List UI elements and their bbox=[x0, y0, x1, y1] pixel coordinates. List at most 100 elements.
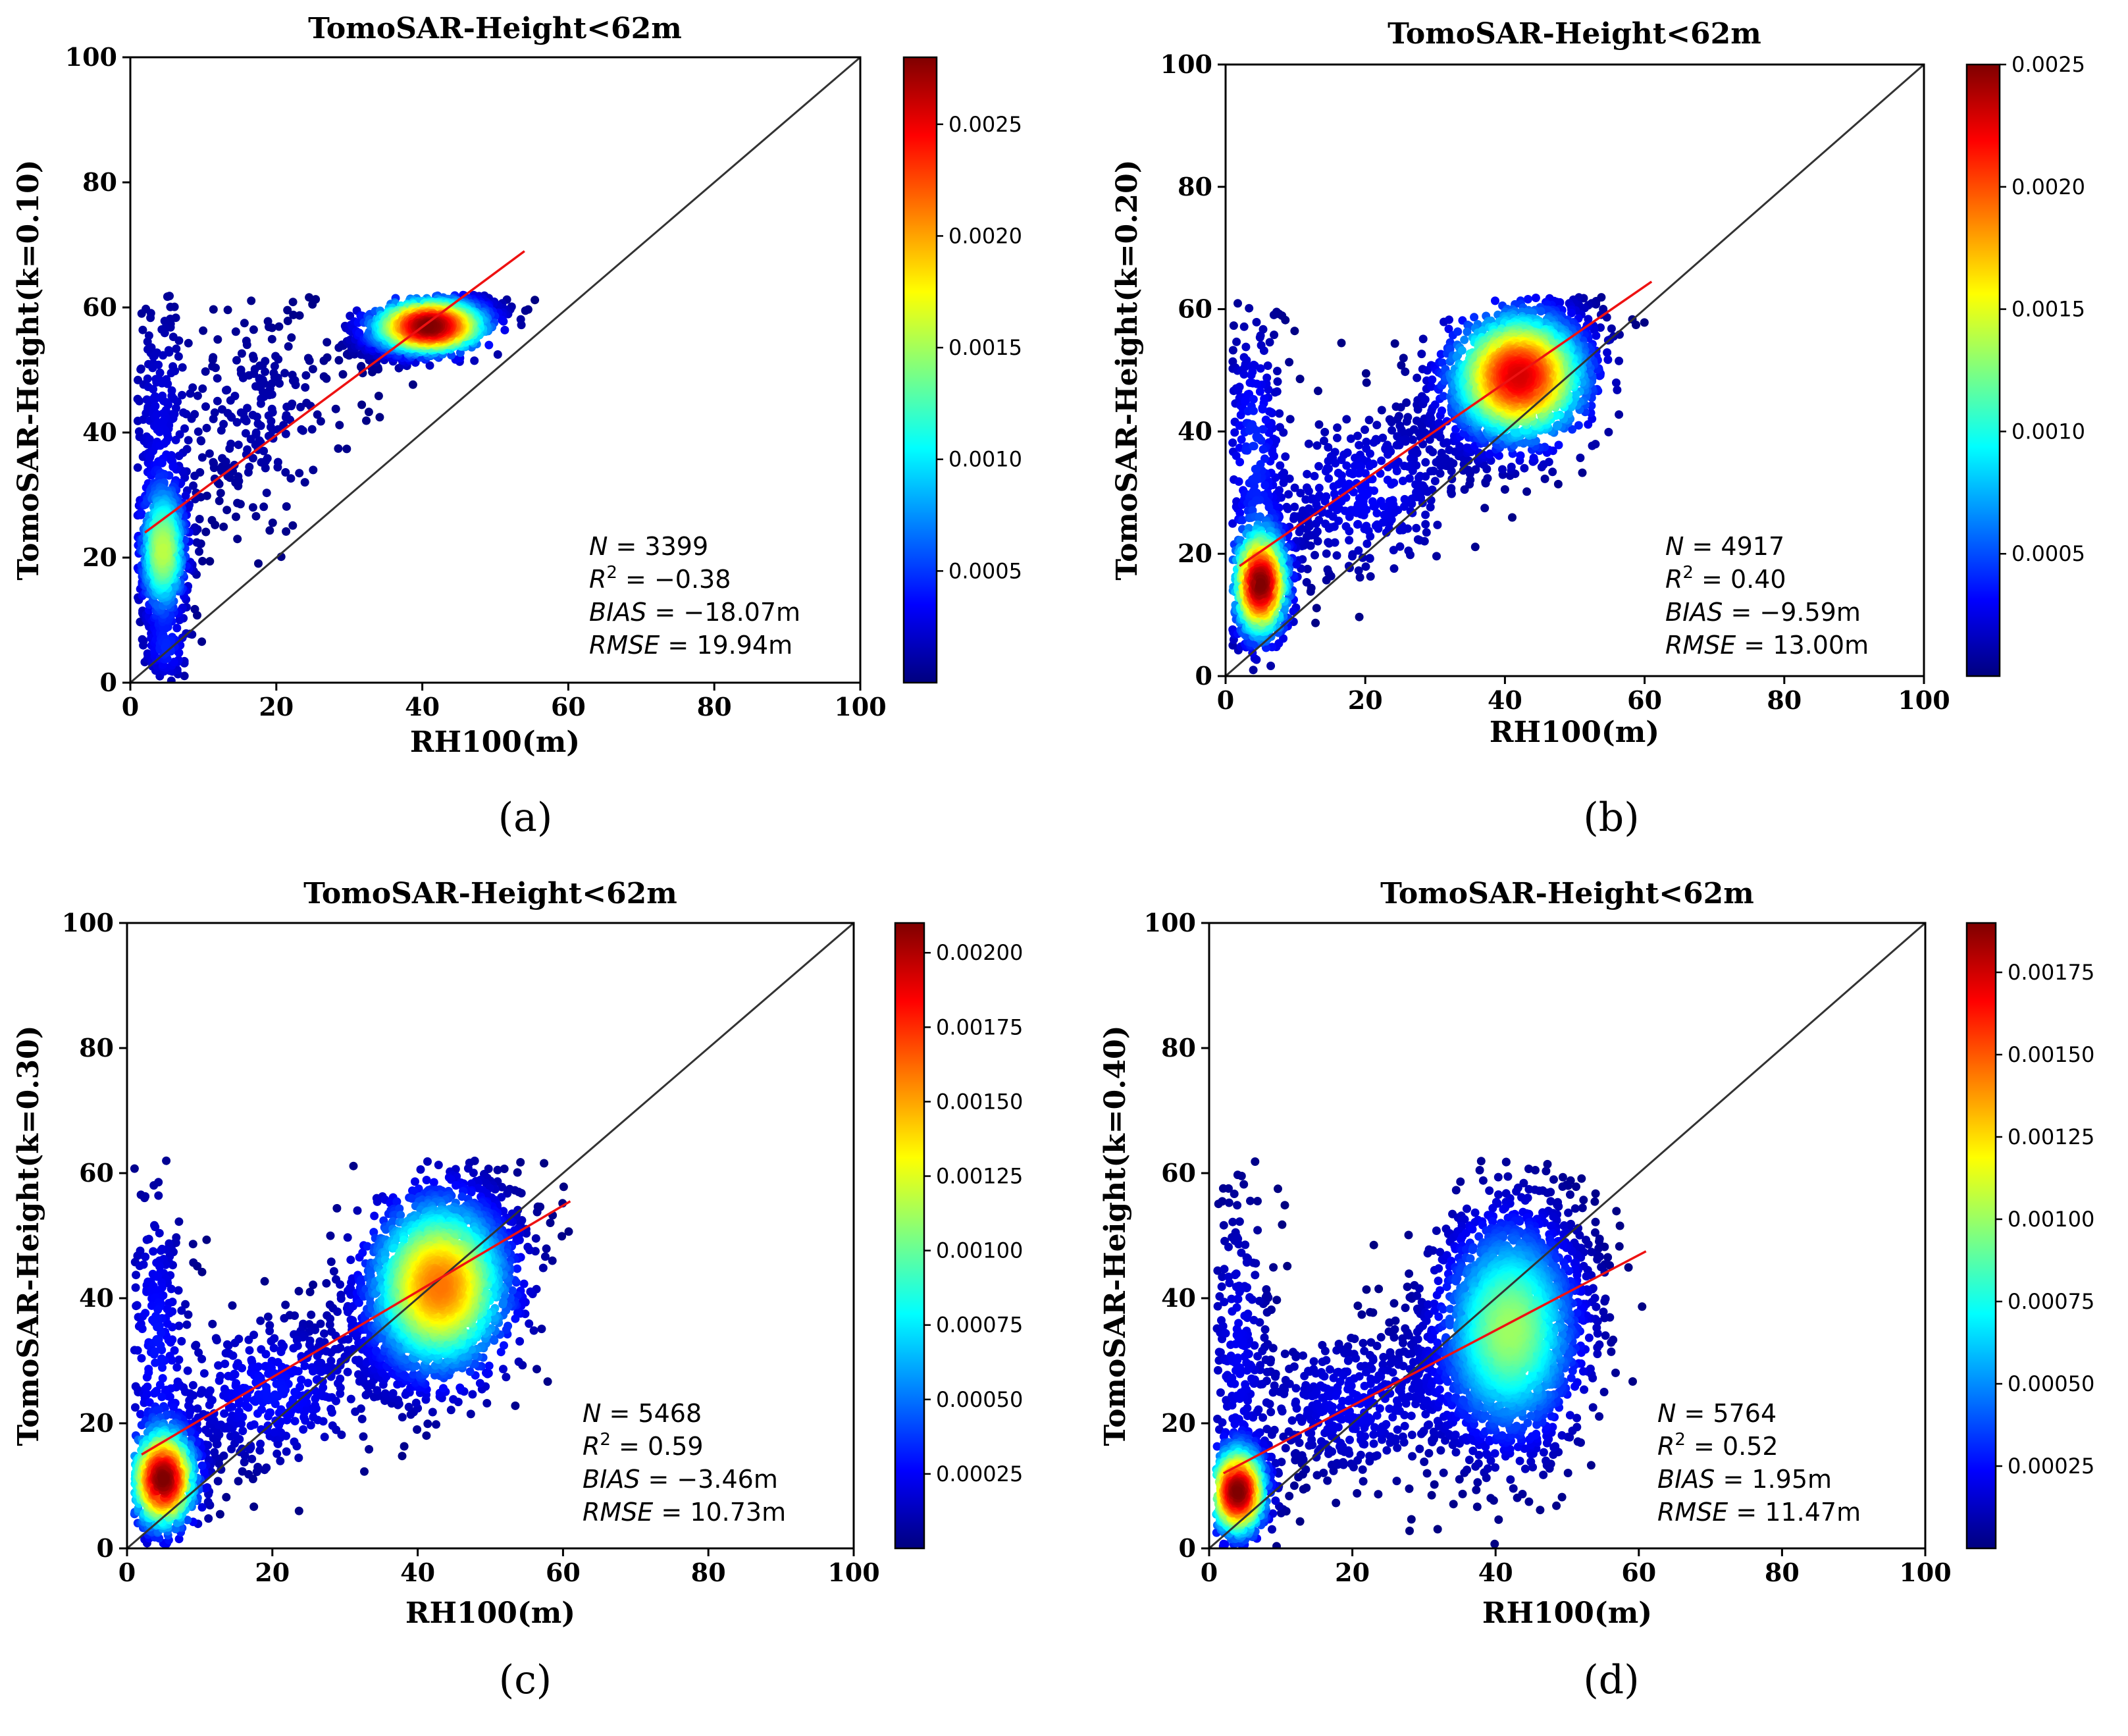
scatter-point bbox=[313, 410, 322, 419]
scatter-point bbox=[1397, 361, 1406, 370]
scatter-point bbox=[1383, 475, 1392, 485]
scatter-point bbox=[1324, 443, 1333, 452]
scatter-point bbox=[178, 390, 186, 400]
scatter-point bbox=[288, 521, 298, 530]
scatter-point bbox=[249, 354, 258, 363]
scatter-point bbox=[137, 509, 146, 518]
scatter-point bbox=[309, 465, 318, 475]
scatter-point bbox=[195, 547, 203, 556]
scatter-point bbox=[1366, 449, 1374, 458]
scatter-point bbox=[219, 522, 228, 531]
scatter-point bbox=[184, 504, 193, 512]
stat-r2: R2 = −0.38 bbox=[589, 563, 731, 594]
scatter-point bbox=[1332, 551, 1341, 560]
scatter-point bbox=[1411, 480, 1420, 489]
scatter-point bbox=[174, 352, 183, 361]
scatter-point bbox=[1304, 439, 1313, 448]
scatter-point bbox=[1245, 303, 1254, 313]
scatter-point bbox=[201, 527, 211, 537]
scatter-point bbox=[237, 349, 246, 358]
scatter-point bbox=[1255, 333, 1264, 342]
stat-rmse: RMSE = 19.94m bbox=[589, 631, 792, 660]
scatter-point bbox=[1290, 483, 1299, 492]
stat-n: N = 3399 bbox=[589, 532, 708, 561]
scatter-point bbox=[160, 329, 169, 338]
scatter-point bbox=[184, 436, 193, 445]
scatter-point bbox=[498, 315, 507, 325]
scatter-point bbox=[1433, 520, 1442, 529]
scatter-point bbox=[1346, 434, 1355, 443]
scatter-point bbox=[1413, 373, 1422, 382]
scatter-point bbox=[308, 300, 317, 309]
scatter-point bbox=[1355, 612, 1364, 621]
scatter-point bbox=[1389, 546, 1398, 555]
scatter-point bbox=[1324, 464, 1333, 473]
colorbar-tick-label: 0.0020 bbox=[948, 223, 1022, 248]
scatter-point bbox=[1362, 437, 1371, 446]
scatter-point bbox=[1313, 537, 1322, 546]
scatter-point bbox=[213, 374, 222, 383]
scatter-point bbox=[202, 423, 211, 433]
scatter-point bbox=[1270, 388, 1280, 397]
scatter-point bbox=[1372, 421, 1382, 430]
scatter-point bbox=[211, 363, 220, 373]
scatter-point bbox=[210, 408, 219, 417]
colorbar-tick-label: 0.0005 bbox=[948, 558, 1022, 583]
scatter-point bbox=[1355, 469, 1364, 478]
scatter-point bbox=[1408, 435, 1417, 444]
scatter-point bbox=[287, 333, 296, 342]
scatter-point bbox=[167, 369, 176, 378]
scatter-point bbox=[208, 355, 217, 364]
scatter-point bbox=[232, 355, 241, 365]
scatter-point bbox=[1250, 481, 1259, 490]
scatter-point bbox=[184, 338, 193, 348]
scatter-point bbox=[201, 367, 210, 376]
scatter-point bbox=[1478, 326, 1487, 335]
scatter-point bbox=[268, 518, 277, 527]
scatter-point bbox=[1263, 361, 1272, 370]
scatter-point bbox=[1442, 438, 1451, 447]
scatter-point bbox=[209, 458, 218, 467]
y-tick-label: 100 bbox=[65, 42, 117, 72]
scatter-point bbox=[1314, 420, 1324, 429]
scatter-point bbox=[1274, 639, 1284, 648]
scatter-point bbox=[1445, 315, 1453, 325]
scatter-point bbox=[243, 404, 252, 413]
scatter-point bbox=[1578, 468, 1587, 477]
scatter-point bbox=[251, 428, 261, 437]
scatter-point bbox=[1420, 395, 1430, 404]
scatter-point bbox=[1324, 538, 1333, 547]
scatter-point bbox=[186, 389, 195, 398]
scatter-point bbox=[408, 380, 417, 389]
plot-frame bbox=[129, 56, 862, 684]
scatter-point bbox=[198, 384, 207, 393]
scatter-point bbox=[1282, 502, 1291, 512]
scatter-point bbox=[1255, 387, 1264, 396]
scatter-point bbox=[1365, 461, 1374, 471]
scatter-point bbox=[323, 338, 332, 347]
scatter-point bbox=[1587, 401, 1596, 410]
scatter-point bbox=[1314, 461, 1323, 471]
scatter-point bbox=[1412, 488, 1421, 497]
scatter-point bbox=[1432, 552, 1441, 561]
scatter-point bbox=[256, 399, 265, 408]
scatter-point bbox=[1520, 463, 1529, 473]
scatter-point bbox=[470, 356, 479, 365]
scatter-point bbox=[274, 355, 283, 364]
scatter-point bbox=[1237, 435, 1246, 444]
scatter-point bbox=[160, 317, 169, 326]
scatter-point bbox=[222, 385, 232, 394]
scatter-point bbox=[222, 506, 232, 515]
scatter-point bbox=[1235, 382, 1244, 392]
scatter-point bbox=[146, 313, 155, 323]
scatter-point bbox=[1230, 428, 1239, 437]
scatter-point bbox=[1508, 513, 1517, 522]
scatter-point bbox=[1239, 370, 1249, 379]
scatter-point bbox=[159, 409, 168, 418]
scatter-point bbox=[1252, 488, 1261, 498]
scatter-point bbox=[1498, 465, 1507, 474]
scatter-point bbox=[295, 469, 304, 478]
scatter-point bbox=[1402, 417, 1411, 426]
scatter-point bbox=[1377, 456, 1386, 465]
scatter-point bbox=[1604, 427, 1613, 436]
